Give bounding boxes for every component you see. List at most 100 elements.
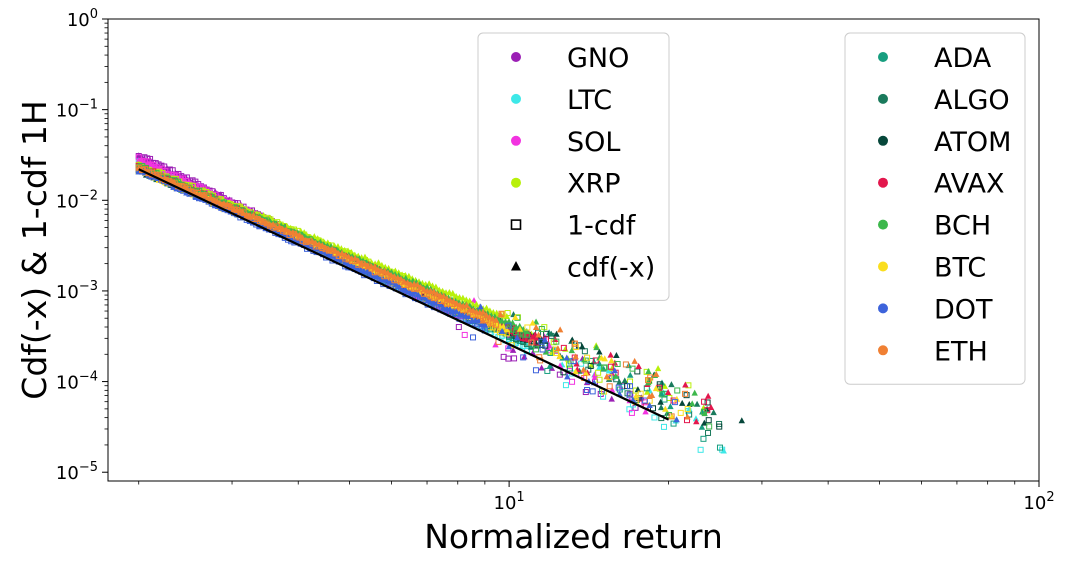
point-cdf-neg-dot (373, 273, 381, 280)
point-cdf-neg-dot (513, 334, 521, 341)
legend-label: GNO (567, 43, 629, 74)
point-cdf-neg-eth (453, 300, 460, 307)
legend-marker-gno (511, 52, 521, 62)
point-cdf-neg-eth (292, 230, 300, 237)
point-1-cdf-bch (600, 364, 607, 371)
point-cdf-neg-btc (479, 315, 487, 322)
point-cdf-neg-ltc (720, 447, 727, 454)
point-cdf-neg-dot (477, 303, 484, 310)
legend-label: BTC (934, 253, 986, 284)
point-1-cdf-dot (641, 397, 648, 404)
point-cdf-neg-atom (596, 348, 603, 355)
point-1-cdf-eth (437, 298, 444, 305)
point-1-cdf-xrp (565, 361, 572, 368)
point-1-cdf-bch (520, 331, 527, 338)
point-cdf-neg-avax (607, 351, 614, 358)
point-cdf-neg-dot (611, 367, 618, 374)
point-1-cdf-algo (705, 429, 712, 436)
point-cdf-neg-dot (402, 286, 409, 293)
point-1-cdf-eth (606, 383, 613, 390)
point-cdf-neg-xrp (483, 304, 490, 311)
point-cdf-neg-xrp (378, 261, 386, 268)
point-cdf-neg-eth (237, 207, 244, 214)
point-cdf-neg-eth (201, 191, 208, 198)
point-cdf-neg-btc (598, 354, 605, 361)
point-1-cdf-eth (430, 295, 437, 302)
point-1-cdf-atom (716, 423, 723, 430)
point-cdf-neg-eth (404, 279, 411, 286)
point-1-cdf-avax (607, 363, 614, 370)
point-cdf-neg-dot (481, 321, 489, 328)
point-cdf-neg-btc (572, 368, 579, 375)
point-1-cdf-ada (661, 396, 668, 403)
legend-label: AVAX (934, 169, 1004, 200)
point-cdf-neg-avax (635, 362, 642, 369)
point-cdf-neg-xrp (267, 214, 274, 221)
point-cdf-neg-eth (342, 251, 349, 258)
point-cdf-neg-dot (329, 252, 336, 259)
legend-label: LTC (567, 85, 612, 116)
point-cdf-neg-dot (364, 267, 371, 274)
point-cdf-neg-avax (664, 389, 672, 396)
point-cdf-neg-eth (374, 266, 382, 273)
point-cdf-neg-eth (181, 183, 188, 190)
point-cdf-neg-algo (621, 377, 628, 384)
point-1-cdf-eth (622, 361, 629, 368)
legend-marker-bch (878, 219, 888, 230)
point-1-cdf-dot (626, 392, 633, 399)
point-1-cdf-avax (592, 357, 599, 364)
point-1-cdf-btc (684, 406, 691, 413)
point-cdf-neg-atom (613, 352, 620, 359)
point-cdf-neg-eth (332, 247, 339, 254)
point-cdf-neg-eth (414, 281, 421, 288)
point-cdf-neg-dot (341, 258, 349, 265)
legend-marker-xrp (511, 177, 521, 188)
point-cdf-neg-eth (361, 260, 369, 267)
point-cdf-neg-sol (138, 156, 145, 163)
point-1-cdf-dot (470, 334, 477, 341)
y-tick-label: 10−3 (56, 279, 98, 303)
point-1-cdf-btc (572, 344, 579, 351)
point-cdf-neg-algo (657, 404, 665, 411)
point-cdf-neg-eth (556, 326, 564, 333)
point-cdf-neg-eth (256, 215, 264, 222)
point-cdf-neg-eth (263, 219, 270, 226)
point-1-cdf-xrp (596, 376, 603, 383)
point-cdf-neg-eth (653, 370, 660, 377)
point-cdf-neg-eth (430, 288, 437, 295)
point-1-cdf-ada (670, 420, 677, 427)
point-cdf-neg-dot (392, 280, 400, 287)
point-cdf-neg-dot (541, 336, 549, 343)
data-points (135, 152, 745, 454)
point-cdf-neg-dot (563, 354, 570, 361)
point-cdf-neg-bch (612, 372, 619, 379)
point-cdf-neg-bch (701, 410, 708, 417)
x-tick-label: 101 (494, 490, 525, 514)
point-cdf-neg-eth (355, 257, 362, 264)
point-1-cdf-eth (427, 293, 434, 300)
point-1-cdf-eth (647, 374, 654, 381)
point-cdf-neg-btc (516, 325, 524, 332)
point-cdf-neg-eth (250, 211, 257, 218)
point-cdf-neg-gno (538, 364, 545, 371)
point-cdf-neg-eth (269, 220, 277, 227)
point-cdf-neg-xrp (324, 239, 332, 246)
point-cdf-neg-sol (642, 408, 649, 415)
point-cdf-neg-eth (299, 234, 306, 241)
point-1-cdf-gno (455, 324, 462, 331)
legend-label: ETH (934, 336, 988, 367)
point-cdf-neg-eth (381, 267, 388, 274)
point-cdf-neg-dot (414, 291, 422, 298)
point-1-cdf-sol (461, 331, 468, 338)
point-cdf-neg-eth (580, 366, 587, 373)
point-cdf-neg-bch (645, 368, 652, 375)
point-cdf-neg-xrp (338, 245, 345, 252)
point-cdf-neg-bch (423, 283, 431, 290)
point-cdf-neg-xrp (654, 365, 662, 372)
point-1-cdf-sol (628, 409, 635, 416)
point-cdf-neg-eth (450, 298, 457, 305)
point-1-cdf-bch (674, 387, 681, 394)
point-cdf-neg-dot (348, 262, 355, 269)
point-cdf-neg-btc (476, 312, 483, 319)
